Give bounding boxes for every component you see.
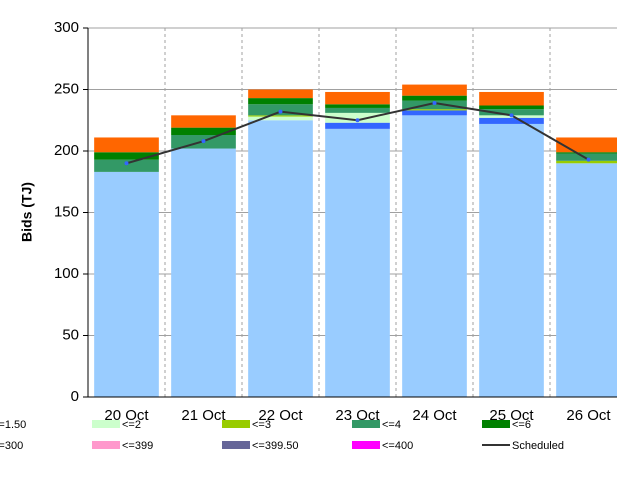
x-tick-label: 21 Oct <box>181 407 226 424</box>
bar-segment <box>479 123 544 397</box>
bar-segment <box>171 115 236 128</box>
bar-segment <box>325 122 390 129</box>
legend-label: Scheduled <box>512 440 564 452</box>
legend-swatch <box>92 420 120 428</box>
y-tick-label: 250 <box>54 80 79 97</box>
legend-swatch <box>352 420 380 428</box>
legend-swatch <box>482 420 510 428</box>
y-tick-label: 300 <box>54 19 79 36</box>
bar-segment <box>248 116 313 121</box>
bar-segment <box>479 105 544 110</box>
line-marker <box>509 113 514 118</box>
bar-segment <box>402 110 467 116</box>
bar-segment <box>94 137 159 153</box>
bar-segment <box>479 109 544 116</box>
bar-segment <box>402 115 467 397</box>
bar-segment <box>556 160 617 164</box>
bar-segment <box>325 104 390 108</box>
legend-label: <=1.50 <box>0 419 26 431</box>
bar-segment <box>171 148 236 397</box>
bar-segment <box>325 128 390 398</box>
lines <box>124 101 591 166</box>
line-marker <box>278 109 283 114</box>
y-tick-label: 0 <box>71 388 79 405</box>
bar-segment <box>248 89 313 99</box>
bar-segment <box>94 159 159 172</box>
bar-segment <box>325 91 390 105</box>
line-marker <box>432 101 437 106</box>
line-marker <box>586 157 591 162</box>
bar-segment <box>94 171 159 397</box>
line-marker <box>355 118 360 123</box>
bar-segment <box>402 95 467 101</box>
bar-segment <box>479 117 544 124</box>
line-marker <box>124 161 129 166</box>
legend-label: <=2 <box>122 419 141 431</box>
bar-segment <box>325 112 390 123</box>
bar-segment <box>325 107 390 113</box>
legend-label: <=399.50 <box>252 440 299 452</box>
x-tick-label: 24 Oct <box>412 407 457 424</box>
legend-swatch <box>352 441 380 449</box>
y-axis-title: Bids (TJ) <box>19 182 35 242</box>
legend-label: <=400 <box>382 440 413 452</box>
bar-segment <box>556 137 617 153</box>
legend-label: <=4 <box>382 419 401 431</box>
line-marker <box>201 139 206 144</box>
bar-segment <box>171 127 236 136</box>
bar-segment <box>556 152 617 154</box>
bar-segment <box>402 84 467 96</box>
x-tick-label: 25 Oct <box>489 407 534 424</box>
bar-segment <box>94 152 159 160</box>
x-tick-label: 26 Oct <box>566 407 611 424</box>
bar-segment <box>248 120 313 397</box>
legend-label: <=300 <box>0 440 23 452</box>
y-tick-label: 200 <box>54 142 79 159</box>
bar-segment <box>556 163 617 397</box>
bar-segment <box>402 109 467 111</box>
legend-label: <=6 <box>512 419 531 431</box>
x-tick-label: 23 Oct <box>335 407 380 424</box>
legend-swatch <box>222 420 250 428</box>
legend-swatch <box>222 441 250 449</box>
bar-segment <box>556 153 617 161</box>
axes: 0 50 100 150 200 250 300 20 Oct 21 Oct 22 Oct 23 O… <box>54 19 617 424</box>
y-tick-label: 50 <box>62 326 79 343</box>
bar-segment <box>248 115 313 117</box>
bar-segment <box>248 98 313 105</box>
y-tick-label: 150 <box>54 203 79 220</box>
bar-segment <box>479 91 544 106</box>
x-tick-label: 22 Oct <box>258 407 303 424</box>
legend-swatch <box>92 441 120 449</box>
x-tick-label: 20 Oct <box>104 407 149 424</box>
legend-label: <=3 <box>252 419 271 431</box>
legend-label: <=399 <box>122 440 153 452</box>
y-tick-label: 100 <box>54 265 79 282</box>
